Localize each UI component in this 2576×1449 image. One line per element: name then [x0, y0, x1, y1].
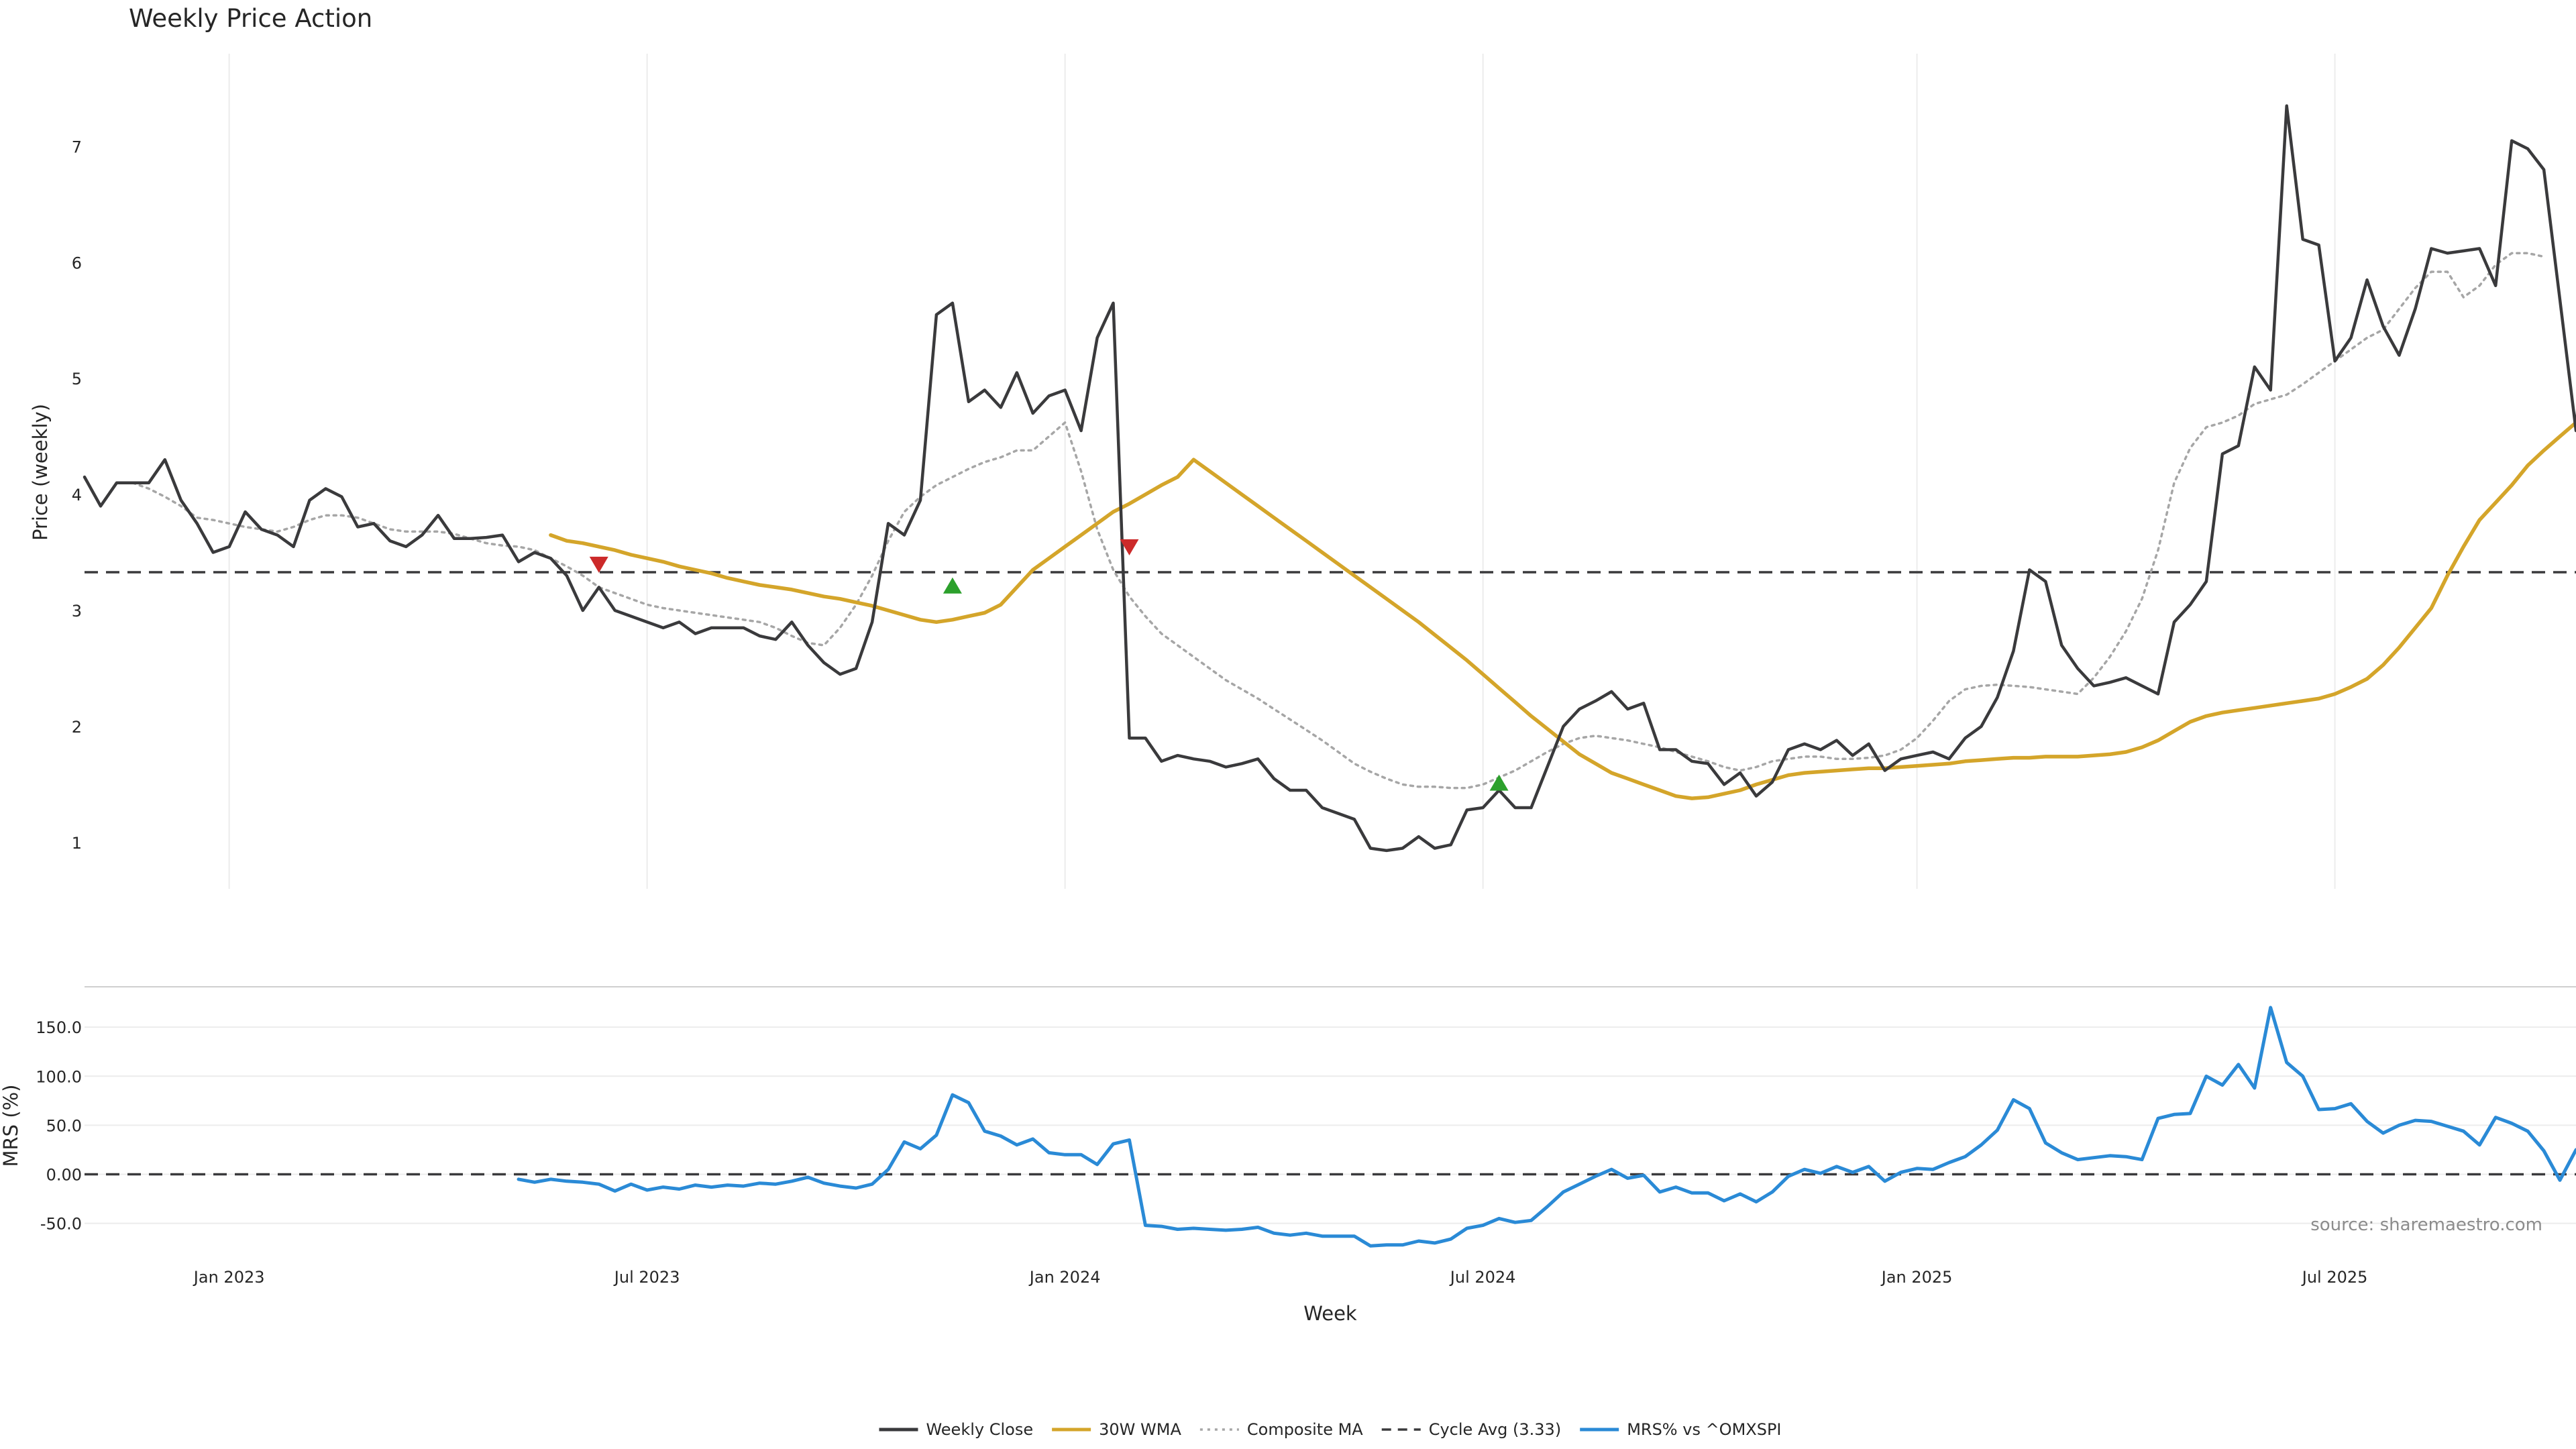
price-grid: [228, 54, 2336, 889]
legend-label: MRS% vs ^OMXSPI: [1627, 1420, 1781, 1439]
chart-title: Weekly Price Action: [129, 4, 372, 33]
sell-signal-marker: [589, 556, 608, 573]
mrs-grid: [85, 1026, 2576, 1224]
mrs-y-tick-label: 0.00: [46, 1166, 82, 1185]
legend-label: 30W WMA: [1099, 1420, 1181, 1439]
price-y-axis-label: Price (weekly): [29, 404, 52, 541]
x-tick-label: Jul 2023: [613, 1268, 680, 1287]
wma-30w-line: [549, 420, 2576, 800]
mrs-line: [517, 1006, 2576, 1248]
x-tick-label: Jul 2024: [1449, 1268, 1516, 1287]
mrs-y-axis-label: MRS (%): [0, 1085, 22, 1167]
price-series-layer: [83, 104, 2576, 853]
legend: Weekly Close 30W WMA Composite MA Cycle Avg…: [879, 1420, 1782, 1439]
price-y-tick-label: 6: [72, 254, 82, 272]
source-note: source: sharemaestro.com: [2310, 1215, 2542, 1235]
x-tick-label: Jul 2025: [2301, 1268, 2368, 1287]
legend-label: Composite MA: [1247, 1420, 1363, 1439]
weekly-close-line: [83, 104, 2576, 853]
x-tick-label: Jan 2023: [193, 1268, 265, 1287]
x-tick-label: Jan 2025: [1880, 1268, 1953, 1287]
mrs-y-tick-labels: -50.0 0.00 50.0 100.0 150.0: [36, 1018, 82, 1233]
price-y-tick-label: 4: [72, 486, 82, 504]
mrs-y-tick-label: 50.0: [46, 1116, 82, 1135]
mrs-y-tick-label: 100.0: [36, 1067, 82, 1086]
mrs-series-layer: [517, 1006, 2576, 1248]
x-tick-label: Jan 2024: [1028, 1268, 1101, 1287]
price-y-tick-label: 3: [72, 602, 82, 621]
mrs-panel: -50.0 0.00 50.0 100.0 150.0 MRS (%) source: …: [0, 986, 2576, 1248]
sell-signal-marker: [1120, 539, 1139, 555]
composite-ma-line: [131, 252, 2545, 790]
buy-signal-marker: [1489, 774, 1509, 791]
price-y-tick-labels: 1 2 3 4 5 6 7: [72, 138, 82, 853]
price-y-tick-label: 5: [72, 370, 82, 388]
price-y-tick-label: 7: [72, 138, 82, 156]
mrs-y-tick-label: 150.0: [36, 1018, 82, 1037]
signal-markers: [589, 539, 1509, 791]
x-tick-labels: Jan 2023 Jul 2023 Jan 2024 Jul 2024 Jan 2025…: [193, 1268, 2368, 1287]
price-panel: 1 2 3 4 5 6 7 Price (weekly): [29, 54, 2576, 889]
price-y-tick-label: 2: [72, 718, 82, 737]
buy-signal-marker: [943, 577, 962, 594]
legend-label: Cycle Avg (3.33): [1429, 1420, 1561, 1439]
x-axis-label: Week: [1303, 1302, 1357, 1325]
legend-label: Weekly Close: [926, 1420, 1033, 1439]
price-y-tick-label: 1: [72, 834, 82, 853]
mrs-y-tick-label: -50.0: [40, 1215, 82, 1234]
